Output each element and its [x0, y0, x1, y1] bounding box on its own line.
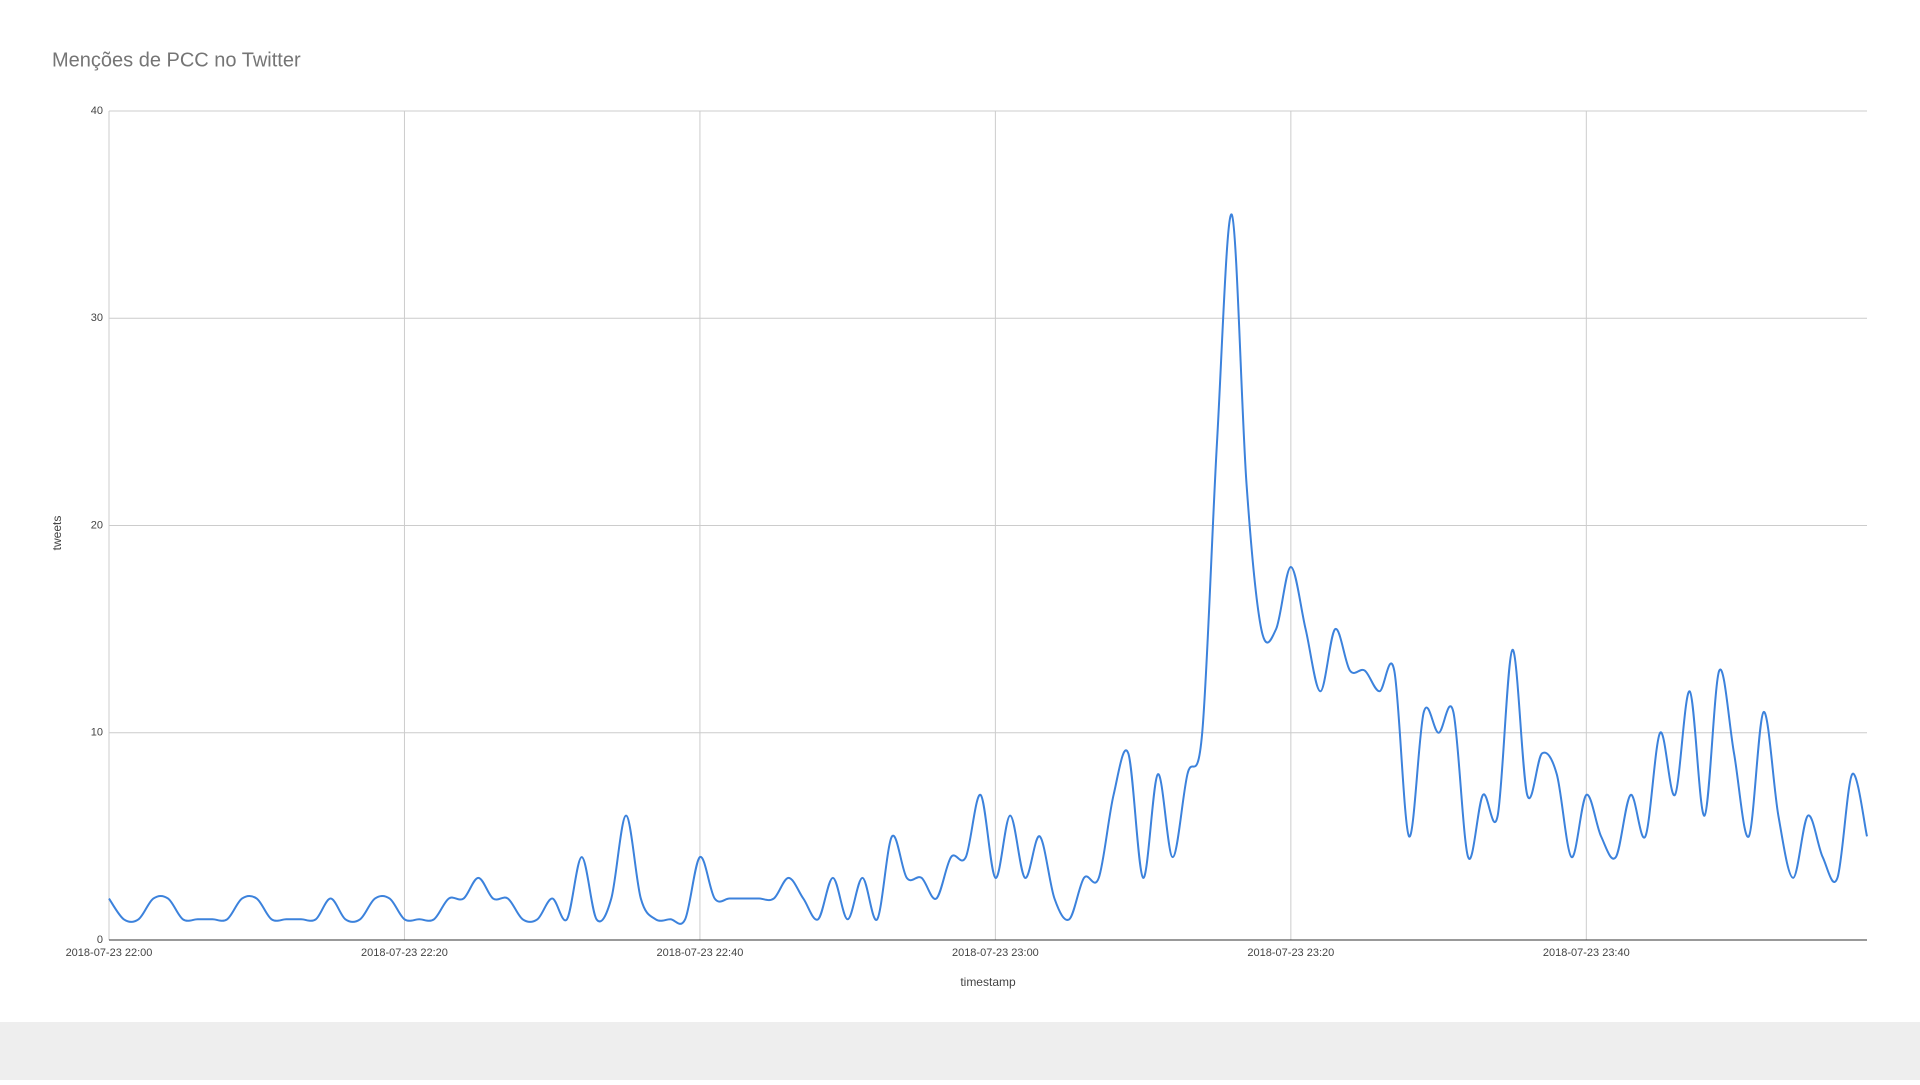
chart-title: Menções de PCC no Twitter: [52, 49, 301, 71]
x-tick-label: 2018-07-23 23:00: [952, 947, 1039, 959]
y-tick-label: 30: [91, 312, 103, 324]
x-tick-label: 2018-07-23 23:40: [1543, 947, 1630, 959]
x-axis-title: timestamp: [960, 975, 1016, 989]
x-tick-label: 2018-07-23 22:00: [66, 947, 153, 959]
footer-band: [0, 1022, 1920, 1080]
y-tick-label: 20: [91, 519, 103, 531]
x-tick-label: 2018-07-23 23:20: [1247, 947, 1334, 959]
x-tick-label: 2018-07-23 22:40: [656, 947, 743, 959]
y-tick-label: 10: [91, 727, 103, 739]
line-series: [108, 213, 1868, 925]
y-axis-title: tweets: [50, 516, 64, 551]
x-tick-label: 2018-07-23 22:20: [361, 947, 448, 959]
y-tick-label: 0: [97, 934, 103, 946]
y-tick-label: 40: [91, 105, 103, 117]
